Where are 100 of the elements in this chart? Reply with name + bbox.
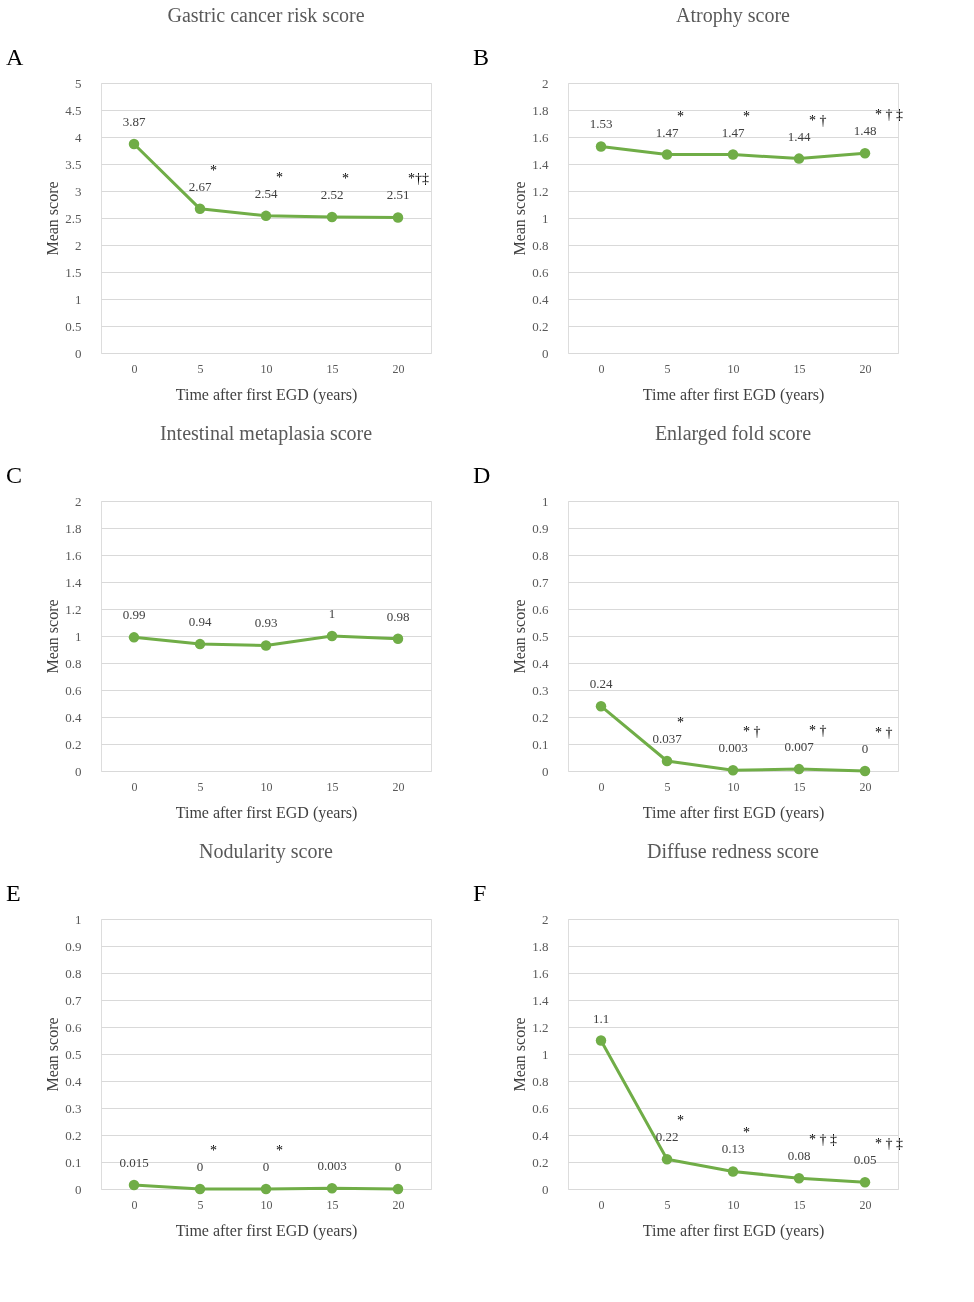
y-tick-label: 0.4	[532, 291, 549, 307]
annotation: * † ‡	[809, 1132, 837, 1148]
y-tick-label: 0.7	[65, 992, 82, 1008]
x-tick-label: 0	[598, 779, 605, 794]
data-label: 0	[262, 1159, 270, 1174]
y-tick-label: 0	[75, 345, 82, 361]
chart-title: Intestinal metaplasia score	[159, 422, 373, 445]
data-label: 1.48	[853, 123, 877, 139]
y-tick-label: 0.6	[65, 1019, 82, 1035]
point	[793, 763, 805, 775]
y-tick-label: 2	[75, 493, 82, 509]
point	[661, 149, 673, 160]
y-tick-label: 1.4	[532, 992, 549, 1008]
text: E	[6, 880, 21, 906]
point	[661, 755, 673, 767]
y-axis-title: Mean score	[511, 181, 529, 256]
data-label: 1.47	[655, 124, 679, 140]
chart-title: Diffuse redness score	[647, 840, 820, 862]
point	[727, 149, 739, 160]
x-tick-label: 0	[598, 361, 605, 376]
y-tick-label: 0.4	[65, 709, 82, 725]
y-tick-label: 0.2	[532, 1154, 549, 1170]
y-tick-label: 1.8	[532, 102, 549, 118]
x-tick-label: 5	[197, 1197, 204, 1212]
annotation: *	[743, 1125, 750, 1141]
x-tick-label: 15	[326, 1197, 339, 1212]
y-tick-label: 3	[75, 183, 82, 199]
x-axis-title: Time after first EGD (years)	[175, 1221, 358, 1240]
annotation: *	[677, 1113, 684, 1129]
point	[392, 633, 404, 644]
y-tick-label: 1.2	[532, 183, 549, 199]
x-tick-label: 15	[326, 361, 339, 376]
point	[793, 1172, 805, 1184]
y-tick-label: 0.6	[532, 601, 549, 617]
annotation: *	[210, 162, 217, 178]
data-label: 2.54	[254, 185, 278, 201]
y-tick-label: 2	[75, 237, 82, 253]
x-tick-label: 5	[664, 1197, 671, 1212]
point	[727, 1166, 739, 1177]
x-tick-label: 0	[131, 779, 138, 794]
point	[595, 141, 607, 152]
data-label: 0.015	[119, 1154, 149, 1170]
y-tick-label: 0	[75, 1181, 82, 1197]
data-label: 0.037	[652, 731, 683, 747]
y-tick-label: 0.2	[532, 709, 549, 725]
y-tick-label: 0.1	[532, 736, 549, 752]
y-tick-label: 0.4	[65, 1073, 82, 1089]
y-tick-label: 0.3	[65, 1100, 82, 1116]
x-tick-label: 5	[197, 361, 204, 376]
data-label: 0.003	[317, 1158, 347, 1174]
data-label: 0.93	[254, 615, 278, 631]
y-tick-label: 1	[542, 1046, 549, 1062]
y-tick-label: 1.6	[532, 965, 549, 981]
y-tick-label: 1.8	[65, 520, 82, 536]
annotation: *†‡	[408, 171, 429, 187]
annotation: * †	[743, 724, 761, 740]
annotation: *	[342, 170, 349, 186]
y-tick-label: 0.9	[65, 938, 82, 954]
data-label: 1.1	[592, 1010, 610, 1026]
data-label: 0	[394, 1159, 402, 1174]
y-tick-label: 0.1	[65, 1154, 82, 1170]
chart-title: Atrophy score	[676, 4, 791, 27]
point	[194, 638, 206, 650]
annotation: *	[210, 1143, 217, 1158]
x-tick-label: 20	[859, 1197, 872, 1212]
y-tick-label: 5	[75, 75, 82, 91]
y-tick-label: 0.6	[65, 682, 82, 698]
data-label: 1.53	[589, 116, 613, 132]
x-tick-label: 0	[131, 1197, 138, 1212]
annotation: *	[276, 169, 283, 185]
y-tick-label: 1.6	[65, 547, 82, 563]
point	[859, 1177, 871, 1188]
y-tick-label: 1.2	[65, 601, 82, 617]
annotation: * † ‡	[875, 107, 903, 123]
x-tick-label: 10	[260, 1197, 273, 1212]
data-label: 0	[196, 1159, 204, 1174]
x-tick-label: 10	[260, 779, 273, 794]
text: D	[473, 462, 491, 488]
x-tick-label: 15	[793, 779, 806, 794]
data-label: 0.98	[386, 608, 410, 624]
y-tick-label: 1.8	[532, 938, 549, 954]
annotation: * †	[875, 725, 893, 740]
x-tick-label: 0	[598, 1197, 605, 1212]
data-label: 1.44	[787, 128, 811, 144]
x-axis-title: Time after first EGD (years)	[175, 385, 358, 404]
point	[260, 640, 272, 651]
y-axis-title: Mean score	[511, 1017, 529, 1092]
x-tick-label: 10	[260, 361, 273, 376]
text: A	[6, 44, 24, 70]
point	[595, 700, 607, 712]
y-tick-label: 1.6	[532, 129, 549, 145]
y-tick-label: 0.8	[532, 547, 549, 563]
data-label: 2.51	[386, 187, 410, 203]
y-tick-label: 4.5	[65, 102, 82, 118]
data-label: 0.007	[784, 739, 815, 755]
y-tick-label: 0.5	[532, 628, 549, 644]
chart-title: Enlarged fold score	[654, 422, 812, 445]
annotation: *	[743, 108, 750, 124]
data-label: 2.67	[188, 178, 212, 194]
y-tick-label: 1	[75, 911, 82, 927]
